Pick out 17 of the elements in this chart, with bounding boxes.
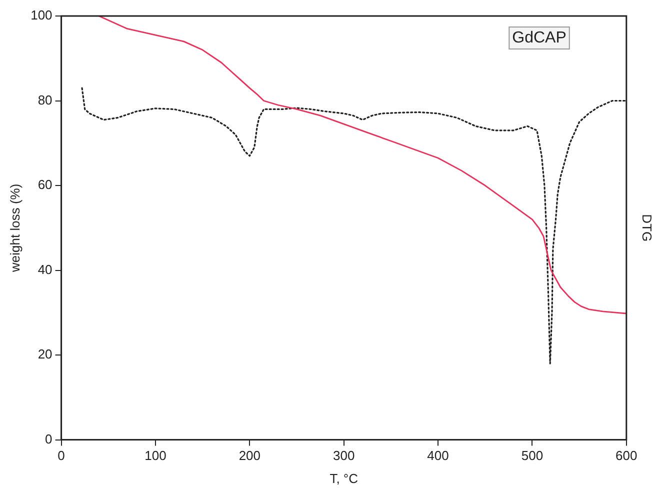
- y-tick-label: 20: [38, 346, 52, 362]
- y-tick-label: 100: [30, 8, 52, 23]
- x-axis-title: T, °C: [330, 470, 358, 486]
- y-axis-title: weight loss (%): [7, 184, 22, 273]
- x-tick-label: 100: [144, 448, 166, 464]
- x-tick-label: 600: [616, 448, 638, 464]
- x-tick-label: 0: [58, 448, 65, 464]
- x-tick-label: 400: [427, 448, 449, 464]
- y-tick-label: 80: [38, 92, 52, 108]
- y-tick-label: 60: [38, 177, 52, 192]
- x-tick-label: 300: [332, 448, 355, 464]
- y-tick-label: 0: [45, 431, 52, 446]
- x-tick-label: 200: [238, 448, 261, 464]
- y-tick-label: 40: [38, 262, 52, 277]
- annotation: GdCAP: [512, 29, 566, 46]
- y2-axis-title: DTG: [640, 214, 655, 242]
- x-tick-label: 500: [521, 448, 544, 464]
